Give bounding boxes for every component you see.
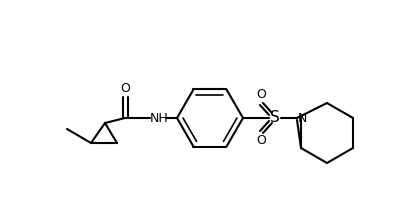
Text: S: S [270,111,280,125]
Text: O: O [256,134,266,147]
Text: O: O [256,89,266,102]
Text: O: O [120,82,130,95]
Text: NH: NH [150,112,168,125]
Text: N: N [297,112,307,124]
